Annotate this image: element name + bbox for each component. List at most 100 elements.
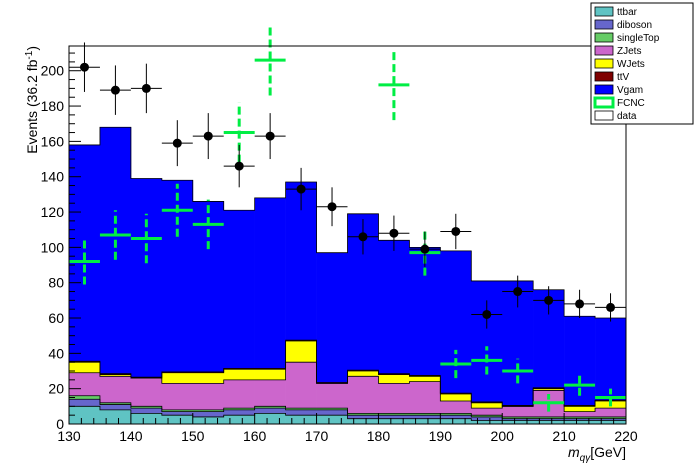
stack-outline-Vgam <box>69 126 626 319</box>
x-tick-label-6: 190 <box>429 428 453 444</box>
bar-WJets-10 <box>378 374 410 384</box>
bar-ttV-0 <box>69 361 101 363</box>
bar-WJets-13 <box>471 402 503 409</box>
data-point-5 <box>234 161 244 171</box>
x-tick-label-8: 210 <box>552 428 576 444</box>
y-tick-label-2: 40 <box>48 345 64 361</box>
axes-layer: 130 140 150 160 170 180 190 200 210 220 0 20 40 60 80 1… <box>24 45 638 464</box>
bar-ttV-2 <box>130 377 163 379</box>
data-point-10 <box>389 228 399 238</box>
bar-singleTop-1 <box>99 402 132 405</box>
bar-ZJets-14 <box>502 406 534 417</box>
data-point-0 <box>79 62 89 72</box>
bar-ttbar-13 <box>471 420 503 424</box>
bar-ttV-13 <box>471 401 503 403</box>
data-point-17 <box>606 302 616 312</box>
bar-ZJets-11 <box>409 381 441 414</box>
bar-singleTop-9 <box>347 413 379 416</box>
bar-singleTop-11 <box>409 413 441 416</box>
x-tick-label-5: 180 <box>367 428 391 444</box>
bar-diboson-0 <box>69 399 101 407</box>
y-tick-label-6: 120 <box>41 204 65 220</box>
bar-ttbar-7 <box>285 415 317 424</box>
bar-ttbar-10 <box>378 418 410 424</box>
bar-diboson-11 <box>409 415 441 419</box>
bar-ttV-7 <box>285 340 317 341</box>
data-point-15 <box>544 295 554 305</box>
x-tick-label-3: 160 <box>243 428 267 444</box>
bar-diboson-14 <box>502 418 534 421</box>
plot-frame <box>68 45 627 425</box>
data-point-9 <box>358 232 368 242</box>
bar-Vgam-2 <box>130 178 163 378</box>
bar-ttV-9 <box>347 370 379 372</box>
bar-diboson-5 <box>223 409 255 416</box>
data-point-16 <box>575 299 585 309</box>
y-tick-label-0: 0 <box>56 416 64 432</box>
bar-diboson-15 <box>533 418 565 421</box>
x-tick-label-2: 150 <box>181 428 205 444</box>
bar-ttbar-0 <box>69 406 101 424</box>
bar-ttbar-5 <box>223 415 255 424</box>
bar-ttV-3 <box>161 371 194 373</box>
bar-WJets-12 <box>440 393 472 402</box>
legend-swatch-ttbar <box>594 6 614 17</box>
bar-ZJets-17 <box>595 408 627 417</box>
data-point-11 <box>420 244 430 254</box>
data-point-8 <box>327 202 337 212</box>
bar-ttbar-6 <box>254 413 286 424</box>
bar-diboson-3 <box>161 411 194 416</box>
bar-ZJets-13 <box>471 408 503 416</box>
y-tick-label-8: 160 <box>41 133 65 149</box>
bar-singleTop-14 <box>502 416 534 419</box>
data-points-layer <box>69 42 626 329</box>
bar-ttV-5 <box>223 368 255 370</box>
data-point-12 <box>451 226 461 236</box>
bar-diboson-4 <box>192 411 225 417</box>
bar-ttbar-2 <box>130 413 163 424</box>
bar-ZJets-5 <box>223 379 255 409</box>
x-tick-label-9: 220 <box>614 428 638 444</box>
x-axis-title: mqγ[GeV] <box>568 444 626 464</box>
bar-diboson-16 <box>564 418 596 421</box>
bar-diboson-7 <box>285 409 317 416</box>
legend-label-ZJets: ZJets <box>617 46 641 57</box>
bar-ZJets-16 <box>564 411 596 417</box>
y-tick-label-5: 100 <box>41 239 65 255</box>
bar-singleTop-16 <box>564 416 596 419</box>
bar-WJets-16 <box>564 406 596 412</box>
bar-ttbar-1 <box>99 409 132 424</box>
bar-ZJets-0 <box>69 372 101 396</box>
legend-swatch-data <box>594 110 614 121</box>
bar-diboson-17 <box>595 418 627 421</box>
bar-Vgam-8 <box>316 252 348 383</box>
legend-label-singleTop: singleTop <box>617 33 660 44</box>
stack-layer <box>69 126 627 424</box>
bar-ttbar-14 <box>502 420 534 424</box>
bar-WJets-6 <box>254 369 286 380</box>
y-tick-label-10: 200 <box>41 63 65 79</box>
bar-Vgam-12 <box>440 250 472 394</box>
data-point-14 <box>513 287 523 297</box>
bar-ZJets-4 <box>192 383 225 410</box>
x-tick-label-1: 140 <box>119 428 143 444</box>
bar-Vgam-17 <box>595 318 627 401</box>
bar-ZJets-2 <box>130 378 163 407</box>
bar-singleTop-7 <box>285 408 317 410</box>
bar-singleTop-13 <box>471 415 503 417</box>
bar-ttbar-8 <box>316 415 348 424</box>
bar-singleTop-12 <box>440 413 472 416</box>
bar-singleTop-5 <box>223 408 255 410</box>
bar-diboson-12 <box>440 415 472 419</box>
legend-swatch-Vgam <box>594 84 614 95</box>
legend-swatch-FCNC <box>593 96 615 109</box>
bar-ttV-11 <box>409 375 441 377</box>
bar-singleTop-4 <box>192 409 225 412</box>
bar-WJets-3 <box>161 372 194 384</box>
bar-singleTop-0 <box>69 395 101 400</box>
data-point-2 <box>141 83 151 93</box>
y-axis-title: Events (36.2 fb-1) <box>24 46 40 154</box>
bar-ttV-10 <box>378 373 410 375</box>
stack-outline-ttV <box>69 339 626 406</box>
